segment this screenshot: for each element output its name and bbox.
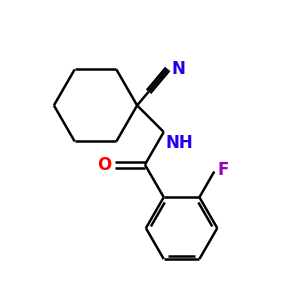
Text: NH: NH <box>166 134 194 152</box>
Text: O: O <box>97 156 111 174</box>
Text: F: F <box>217 160 229 178</box>
Text: N: N <box>172 60 185 78</box>
